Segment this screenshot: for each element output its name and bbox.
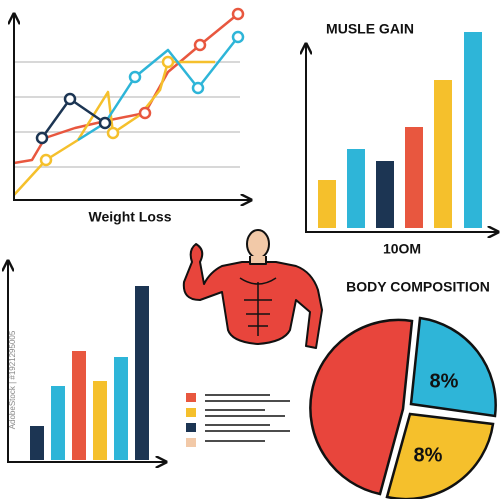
slice-label: 8% bbox=[414, 444, 443, 466]
slice-label: 8% bbox=[430, 370, 459, 392]
pie-chart: BODY COMPOSITION 8% 8% bbox=[309, 279, 497, 499]
bar bbox=[376, 161, 394, 228]
bar bbox=[464, 32, 482, 228]
markers bbox=[35, 7, 245, 167]
bar bbox=[434, 80, 452, 228]
axis bbox=[8, 262, 165, 462]
pie-slice bbox=[409, 316, 497, 418]
bar-chart: MUSLE GAIN 10OM bbox=[306, 21, 497, 257]
bar bbox=[114, 357, 128, 460]
caption: 10OM bbox=[383, 241, 421, 257]
line-chart: Weight Loss bbox=[14, 7, 250, 225]
bar bbox=[405, 127, 423, 228]
bar bbox=[72, 351, 86, 460]
chart-title: MUSLE GAIN bbox=[326, 21, 414, 37]
bar bbox=[135, 286, 149, 460]
bar bbox=[30, 426, 44, 460]
chart-title: BODY COMPOSITION bbox=[346, 279, 490, 295]
bar bbox=[93, 381, 107, 460]
bar-chart: AdobeStock | #1921295005 bbox=[8, 262, 165, 462]
legend bbox=[186, 393, 290, 447]
pie-slice bbox=[309, 318, 414, 496]
chart-title: Weight Loss bbox=[89, 209, 172, 225]
bar bbox=[51, 386, 65, 460]
watermark: AdobeStock | #1921295005 bbox=[8, 330, 17, 429]
bar bbox=[347, 149, 365, 228]
axis bbox=[14, 15, 250, 200]
bar bbox=[318, 180, 336, 228]
muscle-figure bbox=[182, 229, 323, 349]
axis bbox=[306, 45, 497, 232]
